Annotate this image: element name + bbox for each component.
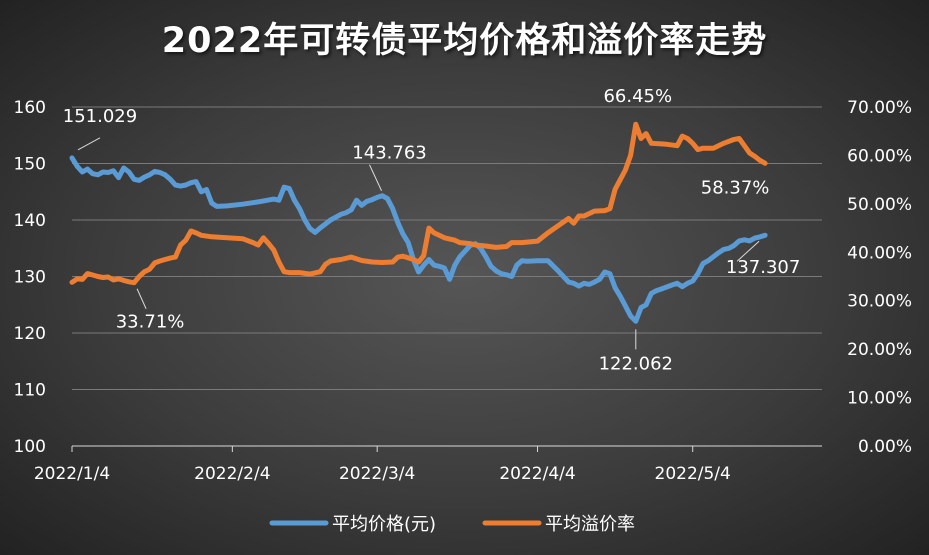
- data-label-leader: [369, 164, 382, 191]
- data-label-leaders: [77, 137, 760, 350]
- data-label: 143.763: [352, 143, 426, 164]
- left-tick-label: 140: [14, 211, 46, 231]
- x-tick-label: 2022/4/4: [499, 464, 575, 484]
- left-tick-label: 110: [14, 381, 46, 401]
- right-tick-label: 70.00%: [847, 98, 912, 118]
- data-label-leader: [136, 288, 147, 309]
- price-series-line: [69, 155, 768, 324]
- data-labels: 151.029 33.71% 143.763 66.45% 122.062 58.37% 1…: [63, 86, 801, 374]
- left-axis-ticks: 100 110 120 130 140 150 160: [14, 98, 46, 457]
- left-tick-label: 120: [14, 324, 46, 344]
- right-tick-label: 30.00%: [847, 292, 912, 312]
- right-tick-label: 0.00%: [858, 437, 912, 457]
- left-tick-label: 100: [14, 437, 46, 457]
- x-tick-label: 2022/3/4: [339, 464, 415, 484]
- data-label: 33.71%: [116, 312, 185, 333]
- legend-label-premium: 平均溢价率: [545, 514, 635, 535]
- data-label: 151.029: [63, 106, 137, 127]
- right-tick-label: 40.00%: [847, 243, 912, 263]
- data-label: 122.062: [599, 353, 673, 374]
- data-label: 66.45%: [603, 86, 672, 107]
- legend-label-price: 平均价格(元): [332, 514, 436, 535]
- data-label-leader: [77, 137, 101, 151]
- data-label-leader: [736, 240, 760, 262]
- left-tick-label: 130: [14, 268, 46, 288]
- x-tick-label: 2022/2/4: [194, 464, 270, 484]
- right-tick-label: 50.00%: [847, 195, 912, 215]
- left-tick-label: 150: [14, 155, 46, 175]
- axes: [71, 445, 822, 452]
- right-tick-label: 20.00%: [847, 340, 912, 360]
- x-axis-ticks: 2022/1/4 2022/2/4 2022/3/4 2022/4/4 2022/5/4: [34, 464, 731, 484]
- x-tick-label: 2022/5/4: [655, 464, 731, 484]
- left-tick-label: 160: [14, 98, 46, 118]
- premium-series-line: [69, 121, 768, 286]
- right-axis-ticks: 0.00% 10.00% 20.00% 30.00% 40.00% 50.00% 60.00…: [847, 98, 912, 457]
- right-tick-label: 10.00%: [847, 389, 912, 409]
- data-label: 137.307: [726, 257, 800, 278]
- chart-title: 2022年可转债平均价格和溢价率走势: [161, 21, 768, 61]
- x-tick-label: 2022/1/4: [34, 464, 110, 484]
- legend: 平均价格(元) 平均溢价率: [269, 514, 635, 535]
- series-lines: [69, 121, 768, 324]
- right-tick-label: 60.00%: [847, 146, 912, 166]
- data-label: 58.37%: [701, 177, 770, 198]
